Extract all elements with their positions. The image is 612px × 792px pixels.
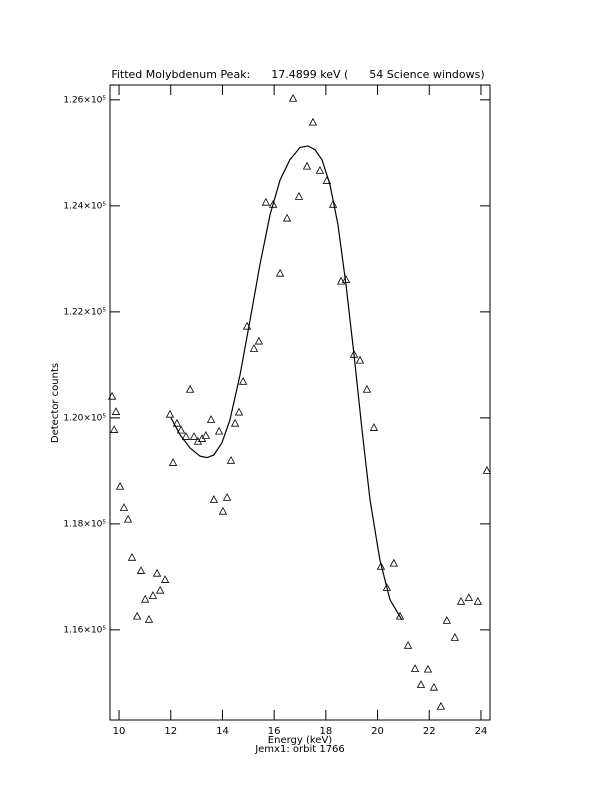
data-point [234, 407, 244, 416]
data-point [249, 344, 259, 352]
data-point [119, 503, 129, 511]
data-point [382, 583, 392, 591]
data-point [107, 391, 117, 400]
x-tick-label: 18 [319, 726, 332, 737]
x-tick-label: 16 [268, 726, 281, 737]
data-point [328, 199, 338, 208]
data-point [275, 268, 285, 277]
y-tick-label: 1.16×10⁵ [63, 625, 106, 635]
x-tick-label: 10 [113, 726, 126, 737]
data-point [436, 701, 446, 710]
data-point [168, 458, 178, 466]
x-tick-label: 20 [371, 726, 384, 737]
data-point [185, 384, 195, 393]
data-point [456, 596, 466, 605]
data-point [201, 431, 211, 439]
data-point [302, 161, 312, 170]
x-axis-label: Energy (keV) [268, 735, 333, 746]
data-point [226, 455, 236, 464]
data-point [376, 561, 386, 570]
plot-frame [109, 84, 491, 721]
x-tick-label: 24 [475, 726, 488, 737]
subtitle: Jemx1: orbit 1766 [254, 744, 345, 755]
data-point [222, 493, 232, 501]
data-point [395, 611, 405, 620]
data-point [155, 585, 165, 594]
data-point [189, 432, 199, 440]
x-tick-label: 14 [216, 726, 229, 737]
x-tick-label: 22 [423, 726, 436, 737]
data-point [473, 596, 483, 605]
data-point [172, 418, 182, 427]
data-point [403, 640, 413, 649]
data-point [193, 436, 203, 445]
data-point [218, 506, 228, 515]
data-point [288, 93, 298, 102]
data-point [132, 611, 142, 620]
y-tick-label: 1.26×10⁵ [63, 95, 106, 105]
data-point [165, 409, 175, 418]
y-tick-label: 1.22×10⁵ [63, 307, 106, 317]
data-point [140, 594, 150, 603]
data-point [261, 197, 271, 206]
data-point [181, 432, 191, 440]
chart-title: Fitted Molybdenum Peak: 17.4899 keV ( 54… [111, 68, 484, 81]
data-point [355, 355, 365, 364]
data-point [336, 276, 346, 285]
data-point [450, 632, 460, 641]
data-point [410, 664, 420, 673]
data-point [482, 466, 492, 474]
data-point [115, 481, 125, 490]
data-point [389, 558, 399, 567]
data-point [254, 336, 264, 345]
data-point [442, 616, 451, 624]
data-point [423, 664, 433, 673]
data-point [282, 213, 292, 222]
data-point [160, 575, 170, 583]
y-tick-label: 1.20×10⁵ [63, 413, 106, 423]
data-point [362, 384, 372, 393]
data-point [230, 418, 240, 427]
y-tick-label: 1.24×10⁵ [63, 201, 106, 211]
data-point [123, 514, 133, 523]
data-point [416, 680, 426, 688]
data-point [209, 495, 219, 503]
y-axis-label: Detector counts [50, 363, 61, 443]
data-point [308, 117, 318, 126]
data-point [136, 566, 146, 574]
data-point [176, 425, 186, 434]
fit-line [170, 145, 403, 621]
data-point [429, 682, 439, 691]
y-tick-label: 1.18×10⁵ [63, 519, 106, 529]
data-point [294, 191, 304, 200]
data-point [152, 568, 162, 577]
data-point [268, 199, 278, 208]
data-point [369, 423, 379, 431]
data-point [148, 591, 158, 599]
data-point [464, 593, 473, 601]
x-tick-label: 12 [164, 726, 177, 737]
data-point [144, 614, 154, 623]
data-point [238, 376, 248, 385]
data-point [127, 552, 137, 561]
data-point [111, 407, 121, 415]
data-point [214, 426, 224, 435]
data-point [206, 415, 216, 423]
data-point [109, 425, 119, 433]
data-point [315, 166, 325, 174]
